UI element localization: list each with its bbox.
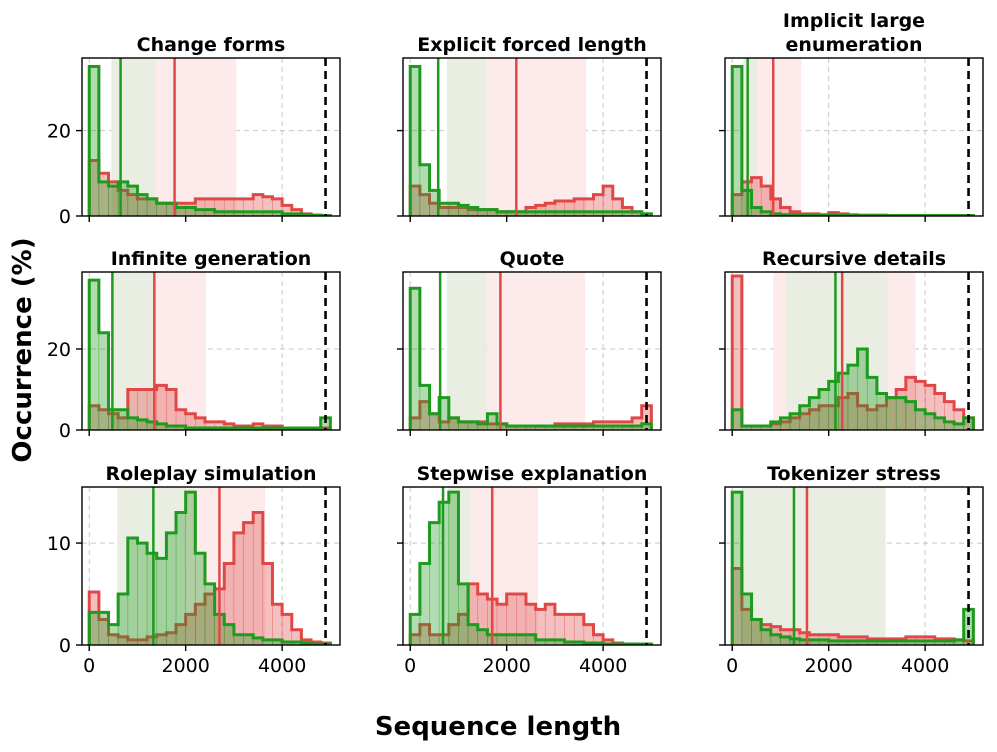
panel-grid: 0 20 Change forms Explicit forced length Imp…	[47, 10, 984, 677]
red-iqr-band	[154, 272, 206, 430]
panel-6: Recursive details	[719, 248, 984, 436]
plot-area	[403, 58, 661, 216]
panel-1: 0 20 Change forms	[47, 34, 341, 228]
y-tick-label: 10	[47, 533, 71, 555]
panel-frame	[81, 486, 341, 646]
green-histogram-outline	[87, 490, 332, 645]
green-iqr-band	[446, 272, 488, 430]
panel-frame	[724, 486, 984, 646]
y-tick-label: 20	[47, 339, 71, 361]
panel-title: Implicit large enumeration	[783, 10, 925, 56]
panel-9: 0 2000 4000 Tokenizer stress	[719, 463, 984, 677]
panel-7: 0 2000 4000 0 10 Roleplay simulation	[47, 463, 341, 677]
green-histogram-bar	[438, 202, 450, 216]
panel-frame	[724, 57, 984, 217]
y-tick-label: 0	[59, 206, 71, 228]
plot-area	[725, 272, 983, 430]
x-tick-label: 2000	[483, 655, 531, 677]
panel-2: Explicit forced length	[397, 34, 662, 222]
y-axis-label: Occurrence (%)	[8, 237, 38, 462]
plot-area	[725, 58, 983, 216]
red-histogram-outline	[408, 184, 653, 216]
green-histogram-bar	[156, 558, 167, 645]
panel-5: Quote	[397, 248, 662, 436]
y-tick-label: 0	[59, 635, 71, 657]
panel-8: 0 2000 4000 Stepwise explanation	[397, 463, 662, 677]
y-tick-label: 20	[47, 121, 71, 143]
x-tick-label: 0	[404, 655, 416, 677]
panel-title: Change forms	[137, 34, 286, 56]
red-histogram-bars	[88, 160, 331, 216]
green-histogram-bar	[496, 634, 507, 645]
green-histogram-bar	[233, 634, 244, 645]
y-tick-label: 0	[59, 420, 71, 442]
plot-area	[82, 58, 340, 216]
green-histogram-bar	[516, 634, 527, 645]
panel-4: 0 20 Infinite generation	[47, 248, 341, 442]
panel-title: Quote	[500, 248, 565, 270]
panel-frame	[402, 486, 662, 646]
panel-title-line: enumeration	[786, 34, 923, 56]
plot-area	[82, 487, 340, 645]
panel-title: Explicit forced length	[417, 34, 647, 56]
green-histogram-bar	[886, 397, 897, 430]
red-histogram-outline	[730, 274, 975, 430]
panel-title-line: Implicit large	[783, 10, 925, 32]
panel-frame	[81, 57, 341, 217]
red-histogram-outline	[87, 158, 332, 216]
green-iqr-band	[113, 272, 155, 430]
red-histogram-outline	[87, 383, 332, 430]
green-histogram-bar	[506, 634, 517, 645]
green-iqr-band	[446, 58, 487, 216]
panel-title: Recursive details	[762, 248, 946, 270]
green-iqr-band	[741, 487, 886, 645]
panel-title: Stepwise explanation	[417, 463, 648, 485]
panel-frame	[402, 57, 662, 217]
x-tick-label: 2000	[805, 655, 853, 677]
red-histogram-outline	[408, 582, 653, 645]
green-histogram-bar	[137, 542, 148, 645]
plot-area	[82, 272, 340, 430]
green-histogram-bars	[409, 66, 652, 216]
green-histogram-outline	[730, 347, 975, 430]
x-axis-label: Sequence length	[375, 712, 621, 742]
green-histogram-bar	[156, 202, 167, 216]
panel-title: Roleplay simulation	[105, 463, 316, 485]
x-tick-label: 4000	[258, 655, 306, 677]
red-iqr-band	[470, 487, 539, 645]
plot-area	[403, 487, 661, 645]
green-histogram-bar	[146, 552, 158, 645]
x-tick-label: 4000	[579, 655, 627, 677]
x-tick-label: 4000	[901, 655, 949, 677]
green-histogram-bar	[108, 624, 119, 645]
red-iqr-band	[757, 58, 802, 216]
green-histogram-bar	[429, 413, 440, 430]
plot-area	[725, 487, 983, 645]
panel-3: Implicit large enumeration	[719, 10, 984, 222]
green-histogram-outline	[730, 490, 975, 645]
green-histogram-outline	[87, 65, 332, 216]
green-histogram-bar	[108, 185, 119, 216]
red-iqr-band	[486, 58, 587, 216]
panel-title: Tokenizer stress	[767, 463, 941, 485]
green-histogram-outline	[87, 278, 332, 430]
green-histogram-bar	[847, 364, 858, 430]
red-histogram-bar	[243, 522, 254, 645]
plot-area	[403, 272, 661, 430]
green-histogram-outline	[408, 490, 653, 645]
x-tick-label: 0	[726, 655, 738, 677]
red-iqr-band	[155, 58, 237, 216]
panel-title: Infinite generation	[111, 248, 312, 270]
red-iqr-band	[487, 272, 586, 430]
panel-frame	[724, 271, 984, 431]
x-tick-label: 0	[83, 655, 95, 677]
x-tick-label: 2000	[162, 655, 210, 677]
panel-frame	[402, 271, 662, 431]
panel-frame	[81, 271, 341, 431]
